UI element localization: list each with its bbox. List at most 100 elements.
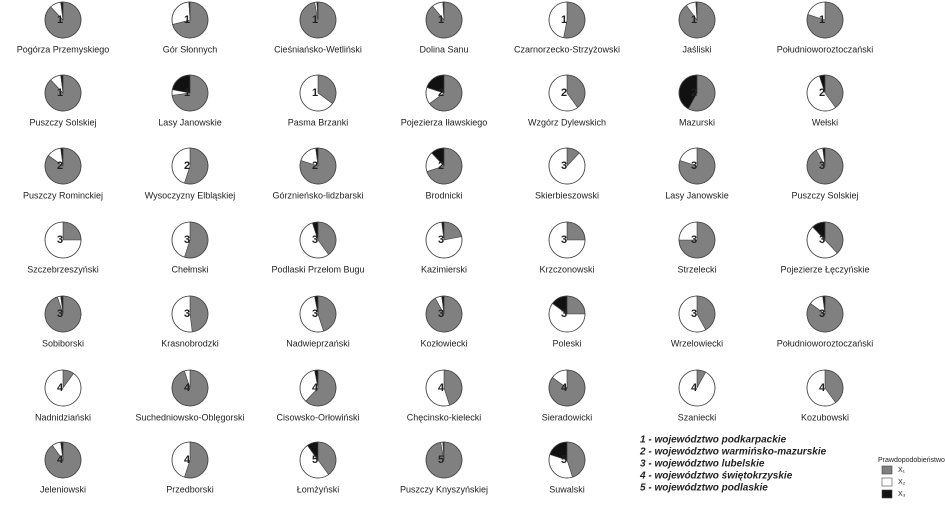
pie-title: Nadnidziański <box>35 412 91 422</box>
group-number: 4 <box>691 382 698 394</box>
legend-label: X₁ <box>898 467 906 474</box>
pie-title: Sieradowicki <box>542 412 593 422</box>
pie-title: Południoworoztoczański <box>777 338 874 348</box>
pie-title: Poleski <box>552 338 581 348</box>
group-number: 2 <box>561 87 567 99</box>
pie-slice <box>189 295 209 333</box>
pie-outline <box>678 221 716 259</box>
group-number: 1 <box>438 14 444 26</box>
pie-title: Chęcinsko-kielecki <box>407 412 482 422</box>
pie-outline <box>299 147 337 185</box>
group-number: 4 <box>438 382 445 394</box>
pie-outline <box>806 369 844 407</box>
pie-outline <box>425 1 463 39</box>
pie-title: Cisowsko-Orłowiński <box>276 412 359 422</box>
group-number: 5 <box>438 454 444 466</box>
region-legend: 4 - województwo świętokrzyskie <box>639 471 793 482</box>
pie-outline <box>171 147 209 185</box>
group-number: 3 <box>312 308 318 320</box>
pie-outline <box>299 369 337 407</box>
pie-title: Czarnorzecko-Strzyżowski <box>514 44 620 54</box>
group-number: 3 <box>57 308 63 320</box>
group-number: 1 <box>57 14 63 26</box>
group-number: 2 <box>312 160 318 172</box>
pie-title: Pasma Brzanki <box>288 117 349 127</box>
pie-outline <box>425 295 463 333</box>
group-number: 1 <box>561 14 567 26</box>
region-legend: 3 - województwo lubelskie <box>640 459 765 470</box>
region-legend: 1 - województwo podkarpackie <box>640 435 787 446</box>
pie-title: Jeleniowski <box>40 484 86 494</box>
pie-title: Suchedniowsko-Oblęgorski <box>135 412 244 422</box>
pie-title: Pojezierza Iławskiego <box>401 117 488 127</box>
pie-title: Lasy Janowskie <box>665 190 729 200</box>
pie-title: Górznieńsko-lidzbarski <box>272 190 363 200</box>
pie-outline <box>44 221 82 259</box>
group-number: 3 <box>438 234 444 246</box>
pie-outline <box>806 295 844 333</box>
group-number: 3 <box>438 308 444 320</box>
pie-title: Krzczonowski <box>539 264 594 274</box>
group-number: 3 <box>561 160 567 172</box>
group-number: 3 <box>691 234 697 246</box>
pie-title: Sobiborski <box>42 338 84 348</box>
pie-outline <box>425 147 463 185</box>
group-number: 3 <box>819 234 825 246</box>
group-number: 1 <box>184 87 190 99</box>
group-number: 1 <box>57 87 63 99</box>
pie-outline <box>44 369 82 407</box>
pie-title: Strzelecki <box>677 264 716 274</box>
pie-title: Krasnobrodzki <box>161 338 219 348</box>
group-number: 1 <box>312 87 318 99</box>
pie-title: Kozubowski <box>801 412 849 422</box>
pie-title: Szaniecki <box>678 412 717 422</box>
pie-title: Szczebrzeszyński <box>27 264 99 274</box>
pie-title: Wzgórz Dylewskich <box>528 117 606 127</box>
pie-outline <box>44 74 82 112</box>
pie-outline <box>806 147 844 185</box>
pie-outline <box>806 1 844 39</box>
pie-outline <box>678 74 716 112</box>
pie-outline <box>171 369 209 407</box>
pie-title: Chełmski <box>171 264 208 274</box>
group-number: 1 <box>819 14 825 26</box>
pie-title: Wrzelowiecki <box>671 338 723 348</box>
group-number: 1 <box>184 14 190 26</box>
pie-outline <box>425 74 463 112</box>
pie-outline <box>425 221 463 259</box>
pie-outline <box>44 441 82 479</box>
pie-title: Puszczy Knyszyńskiej <box>400 484 488 494</box>
pie-outline <box>44 1 82 39</box>
pie-title: Skierbieszowski <box>535 190 599 200</box>
pie-title: Brodnicki <box>425 190 462 200</box>
group-number: 3 <box>561 234 567 246</box>
group-number: 3 <box>819 160 825 172</box>
group-number: 3 <box>819 308 825 320</box>
pie-outline <box>548 147 586 185</box>
group-number: 4 <box>57 454 64 466</box>
region-legend: 5 - województwo podlaskie <box>640 483 768 494</box>
pie-title: Pojezierze Łęczyńskie <box>780 264 869 274</box>
pie-outline <box>678 1 716 39</box>
region-legend: 2 - województwo warmińsko-mazurskie <box>639 447 827 458</box>
pie-title: Dolina Sanu <box>419 44 468 54</box>
group-number: 4 <box>184 454 191 466</box>
pie-outline <box>548 369 586 407</box>
pie-outline <box>299 1 337 39</box>
group-number: 2 <box>57 160 63 172</box>
group-number: 3 <box>691 308 697 320</box>
legend-swatch <box>881 477 893 487</box>
pie-outline <box>548 74 586 112</box>
pie-outline <box>678 147 716 185</box>
pie-title: Nadwieprzański <box>286 338 350 348</box>
pie-title: Przedborski <box>166 484 214 494</box>
pie-outline <box>299 295 337 333</box>
pie-outline <box>425 441 463 479</box>
pie-title: Puszczy Rominckiej <box>23 190 103 200</box>
pie-outline <box>171 74 209 112</box>
pie-title: Łomżyński <box>297 484 340 494</box>
pie-title: Wełski <box>812 117 838 127</box>
pie-title: Cieśniańsko-Wetliński <box>274 44 362 54</box>
pie-outline <box>806 221 844 259</box>
pie-outline <box>548 221 586 259</box>
